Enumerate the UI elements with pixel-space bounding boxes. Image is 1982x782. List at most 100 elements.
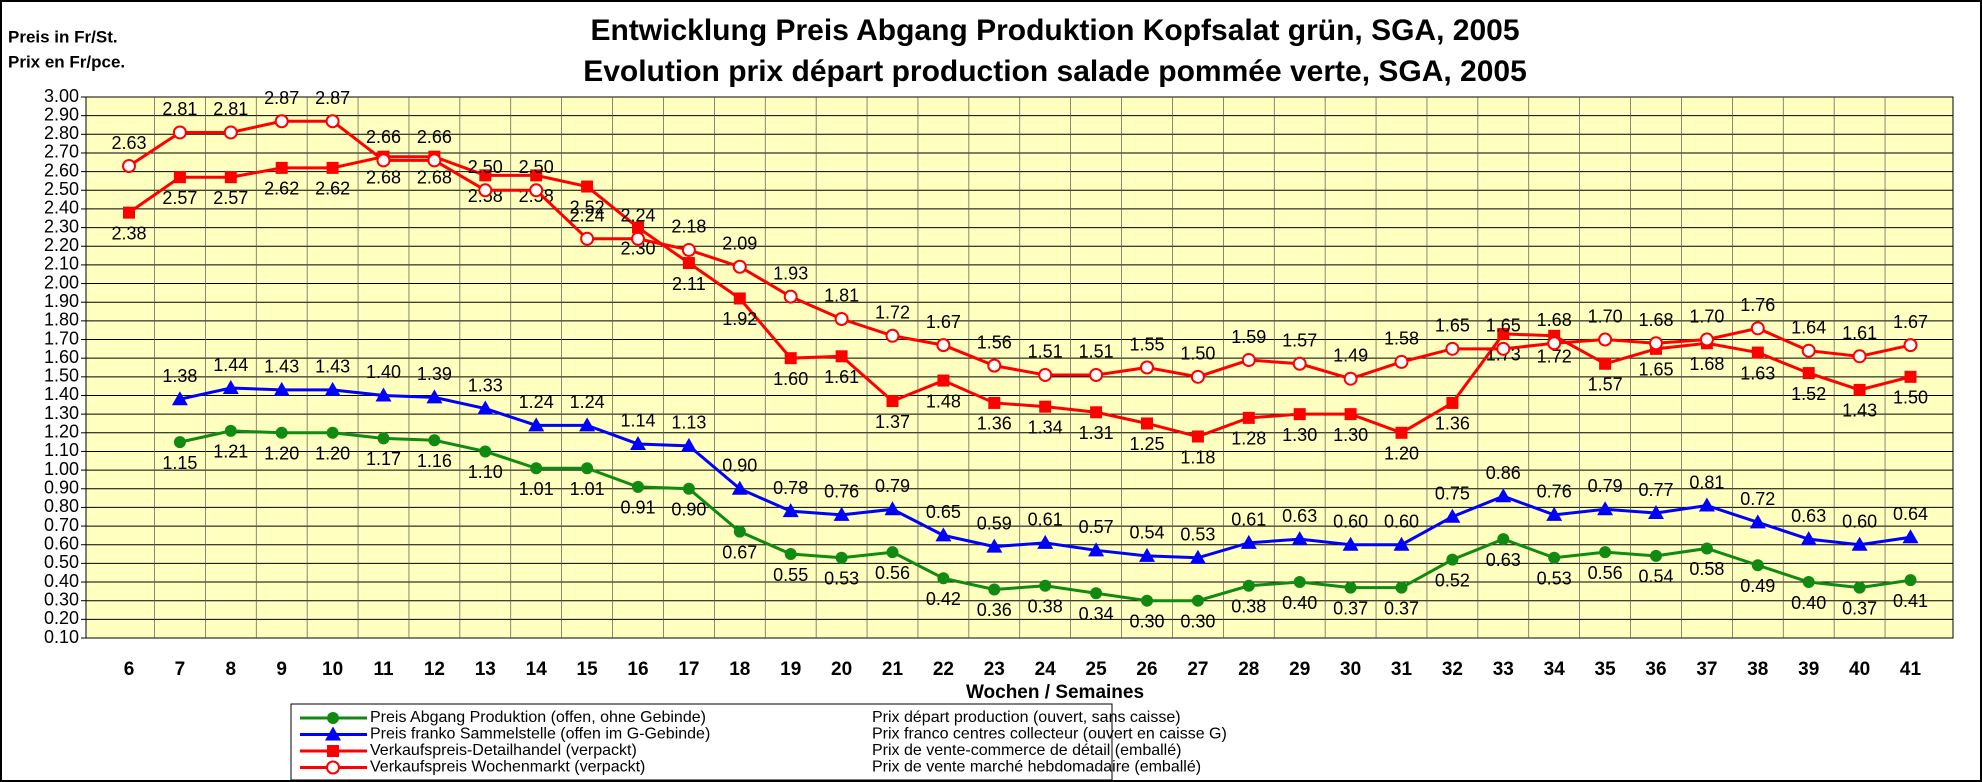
data-point — [1446, 396, 1459, 409]
x-tick-label: 36 — [1645, 659, 1666, 680]
data-point — [222, 380, 239, 395]
data-label: 2.57 — [162, 188, 197, 208]
data-point — [1749, 514, 1766, 529]
data-point — [1088, 542, 1105, 557]
data-label: 1.67 — [1893, 312, 1928, 332]
x-tick-label: 19 — [780, 659, 801, 680]
data-label: 1.72 — [875, 303, 910, 323]
data-point — [1598, 332, 1613, 347]
data-point — [275, 161, 288, 174]
data-label: 0.54 — [1638, 567, 1673, 587]
data-label: 1.52 — [1791, 384, 1826, 404]
data-label: 2.81 — [162, 99, 197, 119]
data-label: 1.61 — [824, 367, 859, 387]
data-point — [1242, 411, 1255, 424]
data-label: 1.67 — [926, 312, 961, 332]
data-point — [784, 548, 797, 561]
data-point — [1344, 581, 1357, 594]
y-tick-label: 2.10 — [44, 254, 79, 274]
data-point — [1853, 581, 1866, 594]
y-tick-label: 0.50 — [44, 552, 79, 572]
data-point — [224, 171, 237, 184]
x-tick-label: 41 — [1900, 659, 1922, 680]
data-point — [479, 169, 492, 182]
y-tick-label: 2.40 — [44, 198, 79, 218]
data-point — [884, 501, 901, 516]
y-tick-label: 0.60 — [44, 533, 79, 553]
data-label: 1.40 — [366, 362, 401, 382]
data-label: 1.61 — [1842, 323, 1877, 343]
data-label: 0.63 — [1791, 506, 1826, 526]
data-label: 1.65 — [1486, 316, 1521, 336]
data-point — [1190, 369, 1205, 384]
data-point — [886, 395, 899, 408]
data-label: 0.59 — [977, 513, 1012, 533]
data-point — [530, 169, 543, 182]
data-point — [987, 358, 1002, 373]
y-tick-label: 1.90 — [44, 291, 79, 311]
data-label: 1.43 — [315, 357, 350, 377]
data-point — [1852, 349, 1867, 364]
data-point — [428, 434, 441, 447]
data-point — [478, 183, 493, 198]
data-label: 0.56 — [1588, 563, 1623, 583]
y-tick-label: 1.70 — [44, 328, 79, 348]
data-point — [835, 551, 848, 564]
y-tick-label: 1.50 — [44, 366, 79, 386]
data-point — [275, 426, 288, 439]
data-label: 0.91 — [620, 498, 655, 518]
data-point — [1343, 371, 1358, 386]
data-point — [223, 125, 238, 140]
data-label: 1.16 — [417, 451, 452, 471]
y-tick-label: 2.50 — [44, 179, 79, 199]
chart-title: Entwicklung Preis Abgang Produktion Kopf… — [590, 14, 1519, 47]
data-label: 2.62 — [264, 179, 299, 199]
legend-label-fr: Prix de vente marché hebdomadaire (embal… — [872, 759, 1201, 776]
data-point — [1038, 367, 1053, 382]
data-point — [1291, 531, 1308, 546]
data-label: 0.38 — [1231, 597, 1266, 617]
y-tick-label: 0.70 — [44, 515, 79, 535]
x-tick-label: 27 — [1187, 659, 1208, 680]
data-label: 0.60 — [1384, 511, 1419, 531]
data-point — [783, 289, 798, 304]
data-label: 1.34 — [1028, 417, 1063, 437]
y-tick-label: 2.20 — [44, 235, 79, 255]
legend-label: Preis Abgang Produktion (offen, ohne Geb… — [370, 709, 706, 726]
data-point — [732, 259, 747, 274]
y-tick-label: 1.00 — [44, 459, 79, 479]
data-point — [833, 506, 850, 521]
data-point — [325, 114, 340, 129]
data-point — [1393, 536, 1410, 551]
data-label: 2.09 — [722, 234, 757, 254]
data-label: 0.79 — [875, 476, 910, 496]
data-label: 1.13 — [671, 413, 706, 433]
data-point — [1445, 341, 1460, 356]
data-label: 2.52 — [570, 197, 605, 217]
data-label: 0.36 — [977, 600, 1012, 620]
data-point — [1242, 579, 1255, 592]
data-point — [173, 436, 186, 449]
data-label: 1.68 — [1537, 310, 1572, 330]
data-label: 2.68 — [417, 167, 452, 187]
data-label: 1.01 — [570, 479, 605, 499]
data-point — [1648, 505, 1664, 520]
data-point — [1547, 336, 1562, 351]
data-point — [988, 396, 1001, 409]
data-point — [580, 231, 595, 246]
data-point — [1191, 594, 1204, 607]
y-tick-label: 2.90 — [44, 104, 79, 124]
data-point — [1090, 587, 1103, 600]
data-label: 1.30 — [1333, 425, 1368, 445]
data-label: 0.40 — [1282, 593, 1317, 613]
series-line — [128, 155, 1911, 439]
data-point — [631, 231, 645, 246]
x-tick-label: 32 — [1442, 659, 1463, 680]
data-point — [1444, 508, 1461, 523]
data-label: 1.20 — [315, 444, 350, 464]
data-label: 1.18 — [1180, 447, 1215, 467]
data-label: 0.55 — [773, 565, 808, 585]
data-point — [1800, 531, 1817, 546]
data-point — [1292, 356, 1307, 371]
y-tick-label: 1.30 — [44, 403, 79, 423]
